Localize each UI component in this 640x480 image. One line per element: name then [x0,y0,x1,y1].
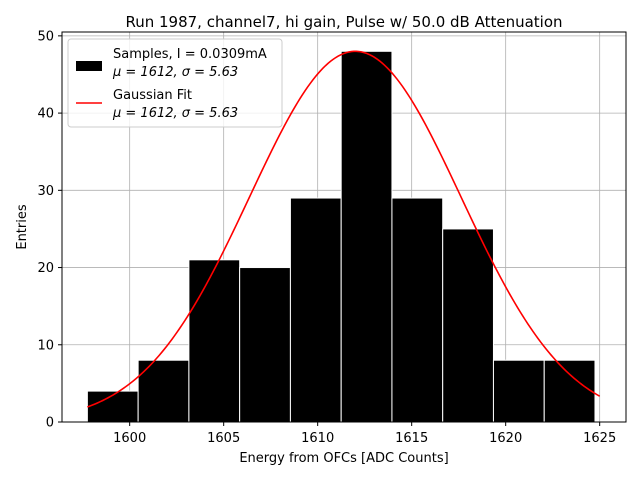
histogram-bars [86,50,596,423]
x-tick-label-0: 1600 [113,431,146,446]
legend-fit-stats: μ = 1612, σ = 5.63 [112,106,238,121]
legend-fit-label: Gaussian Fit [113,88,192,103]
legend-box [67,38,283,128]
legend-samples-swatch [76,61,102,71]
histogram-bar-9 [543,359,596,423]
x-axis-ticks: 1600 1605 1610 1615 1620 1625 [113,422,616,446]
x-tick-label-5: 1625 [583,431,616,446]
y-tick-label-5: 50 [37,29,54,44]
histogram-bar-8 [492,359,545,423]
y-axis-label: Entries [15,204,30,250]
legend: Samples, I = 0.0309mA μ = 1612, σ = 5.63… [67,38,283,128]
y-axis-ticks: 0 10 20 30 40 50 [37,29,62,431]
histogram-bar-3 [239,267,291,423]
histogram-bar-4 [289,197,342,423]
x-tick-label-3: 1615 [395,431,428,446]
x-tick-label-4: 1620 [489,431,522,446]
histogram-bar-7 [442,228,494,423]
histogram-bar-6 [391,197,444,423]
histogram-bar-5 [340,50,393,423]
legend-samples-stats: μ = 1612, σ = 5.63 [112,65,238,80]
plot-frame [61,31,627,423]
y-tick-label-2: 20 [37,261,54,276]
y-tick-label-0: 0 [46,416,54,431]
x-tick-label-1: 1605 [207,431,240,446]
legend-samples-label: Samples, I = 0.0309mA [113,47,267,62]
histogram-bar-2 [188,259,241,423]
x-axis-label: Energy from OFCs [ADC Counts] [239,451,448,466]
y-tick-label-3: 30 [37,184,54,199]
gaussian-fit-curve [87,50,601,408]
chart-title: Run 1987, channel7, hi gain, Pulse w/ 50… [125,13,562,31]
gaussian-fit [87,50,601,408]
y-tick-label-4: 40 [37,107,54,122]
x-tick-label-2: 1610 [301,431,334,446]
y-tick-label-1: 10 [37,338,54,353]
